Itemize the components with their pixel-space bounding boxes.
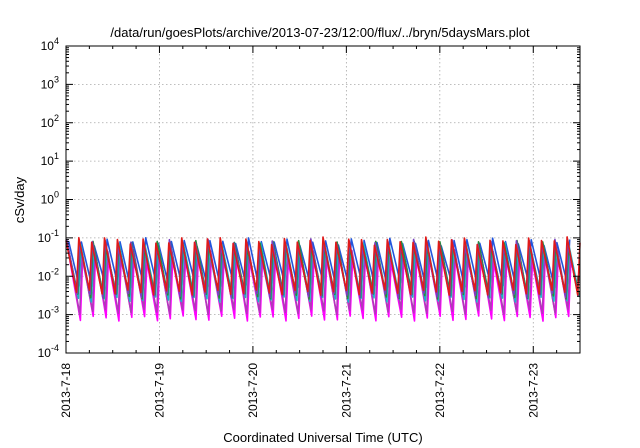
y-tick-label: 10-2 — [38, 266, 59, 283]
y-tick-label: 102 — [41, 113, 59, 130]
y-axis: 104 103 102 101 100 10-1 10-2 10-3 10-4 — [38, 36, 580, 360]
x-tick-label: 2013-7-23 — [526, 363, 540, 418]
series-line — [68, 248, 572, 316]
y-tick-label: 10-3 — [38, 305, 59, 322]
series-line — [69, 253, 572, 322]
y-tick-label: 103 — [41, 74, 59, 91]
y-tick-label: 100 — [41, 190, 59, 207]
y-tick-label: 10-4 — [38, 343, 59, 360]
x-tick-label: 2013-7-18 — [59, 363, 73, 418]
series-line — [65, 236, 581, 296]
series-layer — [65, 236, 581, 322]
x-axis: 2013-7-18 2013-7-19 2013-7-20 2013-7-21 2013… — [59, 46, 581, 418]
y-tick-label: 104 — [41, 36, 59, 53]
y-tick-label: 10-1 — [38, 228, 59, 245]
y-tick-label: 101 — [41, 151, 59, 168]
x-tick-label: 2013-7-20 — [246, 363, 260, 418]
y-axis-label: cSv/day — [12, 176, 27, 223]
chart-title: /data/run/goesPlots/archive/2013-07-23/1… — [110, 25, 530, 40]
x-tick-label: 2013-7-21 — [339, 363, 353, 418]
x-axis-label: Coordinated Universal Time (UTC) — [223, 430, 422, 445]
x-tick-label: 2013-7-22 — [433, 363, 447, 418]
x-tick-label: 2013-7-19 — [152, 363, 166, 418]
